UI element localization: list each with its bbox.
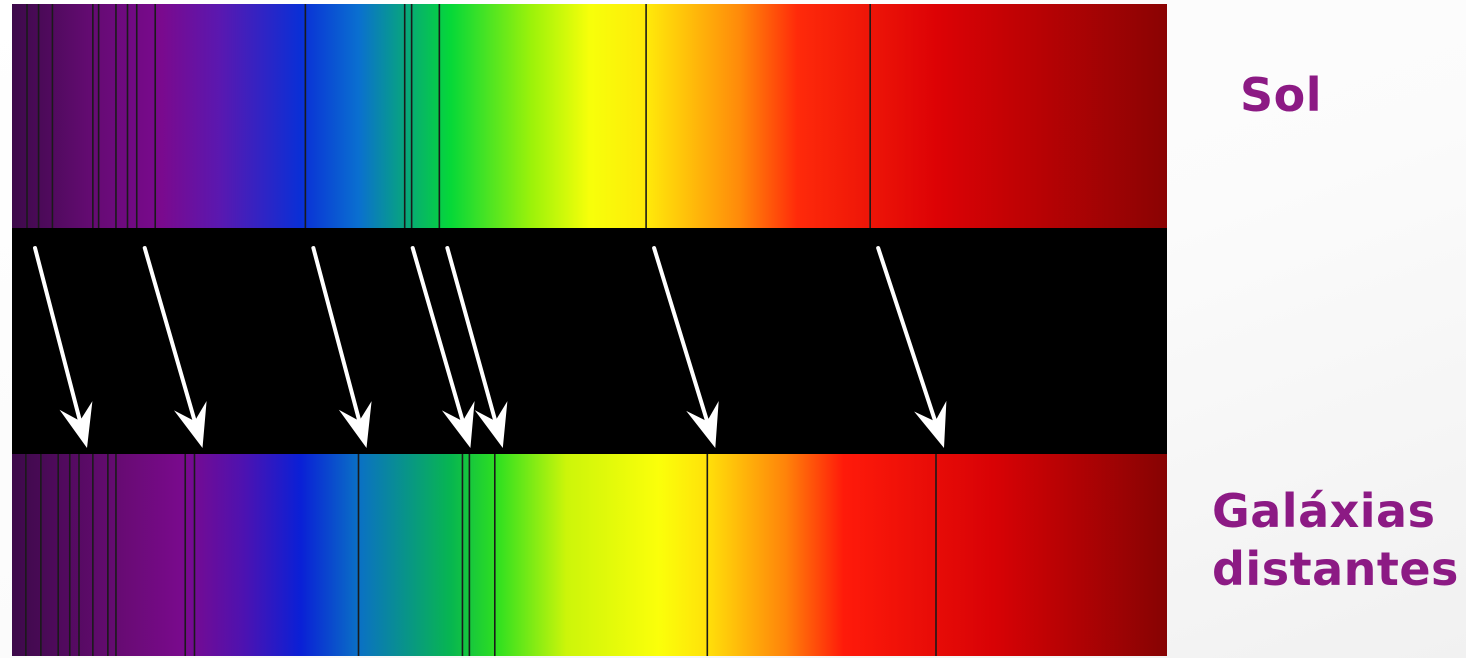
redshift-arrow (876, 246, 947, 448)
arrow-head (59, 401, 93, 448)
arrow-shaft (876, 246, 938, 424)
arrow-shaft (652, 246, 710, 424)
redshift-arrow (142, 246, 207, 448)
redshift-arrow (445, 246, 508, 448)
redshift-arrow (311, 246, 372, 448)
arrow-shaft (445, 246, 498, 424)
galaxies-label-line2: distantes (1212, 542, 1459, 596)
sun-absorption-lines (26, 4, 871, 228)
redshift-arrow (652, 246, 719, 448)
redshift-arrow (33, 246, 93, 448)
redshift-arrow (410, 246, 475, 448)
arrow-shaft (33, 246, 82, 423)
arrow-head (914, 400, 947, 448)
arrow-shaft (311, 246, 362, 423)
arrow-head (174, 401, 207, 448)
arrow-shaft (142, 246, 197, 424)
galaxies-spectrum-band (12, 454, 1167, 656)
sun-label: Sol (1240, 68, 1322, 122)
arrow-head (474, 401, 508, 448)
arrow-head (338, 401, 372, 448)
arrow-head (686, 401, 719, 448)
galaxies-absorption-lines (25, 454, 937, 656)
galaxies-label-line1: Galáxias (1212, 484, 1436, 538)
sun-spectrum-band (12, 4, 1167, 228)
redshift-arrows (33, 246, 947, 448)
distant-galaxies-label: Galáxias distantes (1212, 482, 1459, 598)
arrow-head (441, 401, 475, 448)
arrow-shaft (410, 246, 465, 424)
